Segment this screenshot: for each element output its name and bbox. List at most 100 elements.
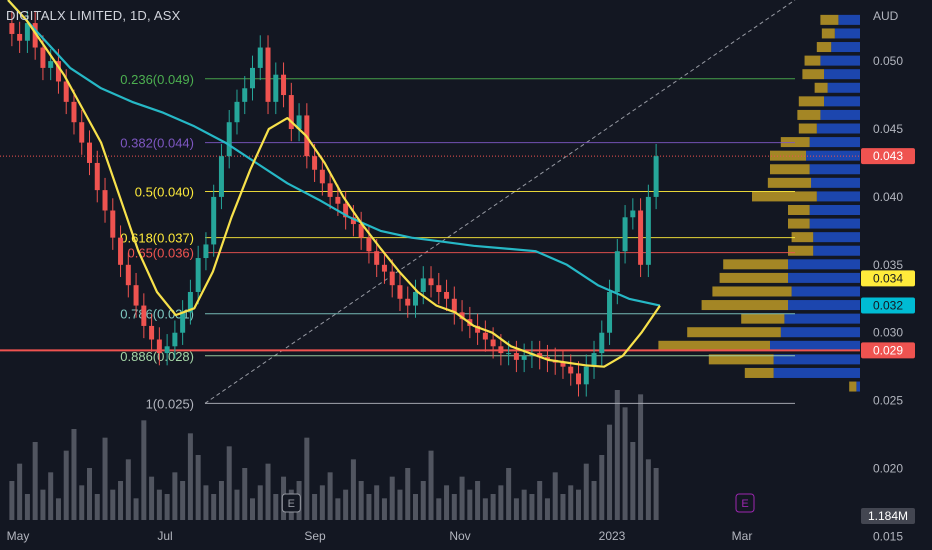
volume-bar: [614, 390, 620, 520]
price-badge: [861, 342, 915, 359]
volume-bar: [250, 498, 255, 520]
volume-profile-up-bar: [770, 340, 860, 351]
candle-body: [63, 81, 69, 102]
fib-level-label: 0.786(0.031): [120, 307, 194, 322]
volume-profile-up-bar: [813, 232, 860, 243]
volume-profile-down-bar: [767, 177, 812, 188]
time-tick-label: May: [7, 529, 30, 543]
volume-bar: [343, 489, 349, 520]
candle-body: [622, 217, 628, 252]
candle-body: [319, 169, 325, 184]
volume-profile-down-bar: [798, 96, 824, 107]
volume-bar: [638, 394, 644, 520]
volume-profile-down-bar: [798, 123, 817, 134]
volume-profile-up-bar: [811, 177, 860, 188]
volume-profile-up-bar: [834, 28, 860, 39]
volume-bar: [591, 481, 597, 520]
fib-level-label: 0.65(0.036): [128, 246, 195, 261]
volume-bar: [513, 498, 519, 520]
candle-body: [583, 366, 589, 385]
candle-body: [343, 203, 349, 218]
price-badge: [861, 270, 915, 287]
volume-bar: [576, 489, 581, 520]
symbol-title: DIGITALX LIMITED, 1D, ASX: [6, 8, 181, 23]
volume-profile-up-bar: [820, 109, 860, 120]
volume-bar: [381, 498, 387, 520]
volume-bar: [599, 455, 605, 520]
candle-body: [405, 298, 411, 306]
price-tick-label: 0.050: [873, 54, 903, 68]
volume-profile-down-bar: [820, 14, 839, 25]
candle-body: [645, 196, 651, 265]
price-tick-label: 0.040: [873, 190, 903, 204]
volume-bar: [350, 459, 356, 520]
earnings-marker: [735, 493, 755, 513]
volume-profile-down-bar: [752, 191, 817, 202]
volume-bar: [172, 472, 178, 520]
volume-bar: [304, 437, 310, 520]
volume-bar: [459, 476, 465, 520]
price-badge-label: 0.043: [873, 149, 903, 163]
price-tick-label: 0.045: [873, 122, 903, 136]
candle-body: [125, 264, 131, 286]
volume-profile-down-bar: [804, 55, 821, 66]
volume-bar: [327, 472, 333, 520]
price-badge: [861, 297, 915, 314]
volume-bar: [544, 498, 550, 520]
candle-body: [218, 156, 224, 197]
candle-body: [607, 291, 613, 333]
candle-body: [490, 339, 496, 347]
volume-bar: [118, 481, 124, 520]
candle-body: [498, 346, 504, 354]
moving-average-fast-line: [7, 0, 661, 368]
volume-bar: [242, 468, 248, 520]
volume-bar: [257, 485, 263, 520]
volume-profile-down-bar: [816, 42, 832, 53]
volume-profile-up-bar: [809, 164, 860, 175]
volume-profile-up-bar: [827, 82, 860, 93]
volume-profile-up-bar: [813, 245, 860, 256]
volume-bar: [211, 494, 217, 520]
volume-bar: [110, 489, 116, 520]
volume-bar: [630, 442, 636, 520]
volume-profile-down-bar: [788, 245, 814, 256]
candle-body: [110, 210, 116, 238]
volume-bar: [444, 485, 450, 520]
volume-bar: [180, 481, 186, 520]
volume-bar: [273, 494, 279, 520]
price-tick-label: 0.035: [873, 258, 903, 272]
candle-body: [350, 217, 356, 225]
volume-bar: [436, 498, 442, 520]
candle-body: [156, 339, 162, 354]
volume-bar: [420, 481, 426, 520]
candle-body: [459, 312, 465, 320]
volume-profile-down-bar: [687, 327, 781, 338]
volume-bar: [451, 494, 457, 520]
candle-body: [257, 47, 263, 68]
candle-body: [599, 332, 605, 354]
volume-bar: [358, 481, 364, 520]
candle-body: [71, 101, 77, 123]
volume-bar: [475, 481, 481, 520]
volume-bar: [17, 463, 23, 520]
price-badge: [861, 508, 915, 525]
volume-profile-down-bar: [719, 272, 788, 283]
volume-profile-up-bar: [773, 354, 860, 365]
volume-profile-up-bar: [809, 204, 860, 215]
candle-body: [273, 74, 279, 102]
volume-bar: [79, 485, 85, 520]
candle-body: [506, 353, 512, 355]
fib-level-label: 0.5(0.040): [135, 184, 194, 199]
time-tick-label: Sep: [304, 529, 326, 543]
volume-bar: [125, 459, 131, 520]
candle-body: [436, 285, 442, 292]
volume-bar: [312, 494, 318, 520]
candle-body: [265, 47, 271, 102]
volume-profile-up-bar: [831, 42, 860, 53]
volume-bar: [498, 485, 504, 520]
volume-profile-down-bar: [658, 340, 770, 351]
volume-profile-up-bar: [856, 381, 860, 392]
volume-bar: [218, 481, 224, 520]
volume-profile-down-bar: [770, 164, 810, 175]
